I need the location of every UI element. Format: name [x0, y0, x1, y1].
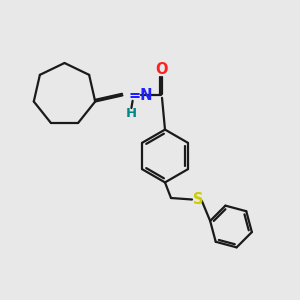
Text: H: H: [126, 107, 137, 120]
Text: S: S: [193, 192, 203, 207]
Text: =N: =N: [129, 88, 154, 103]
Text: O: O: [156, 62, 168, 77]
